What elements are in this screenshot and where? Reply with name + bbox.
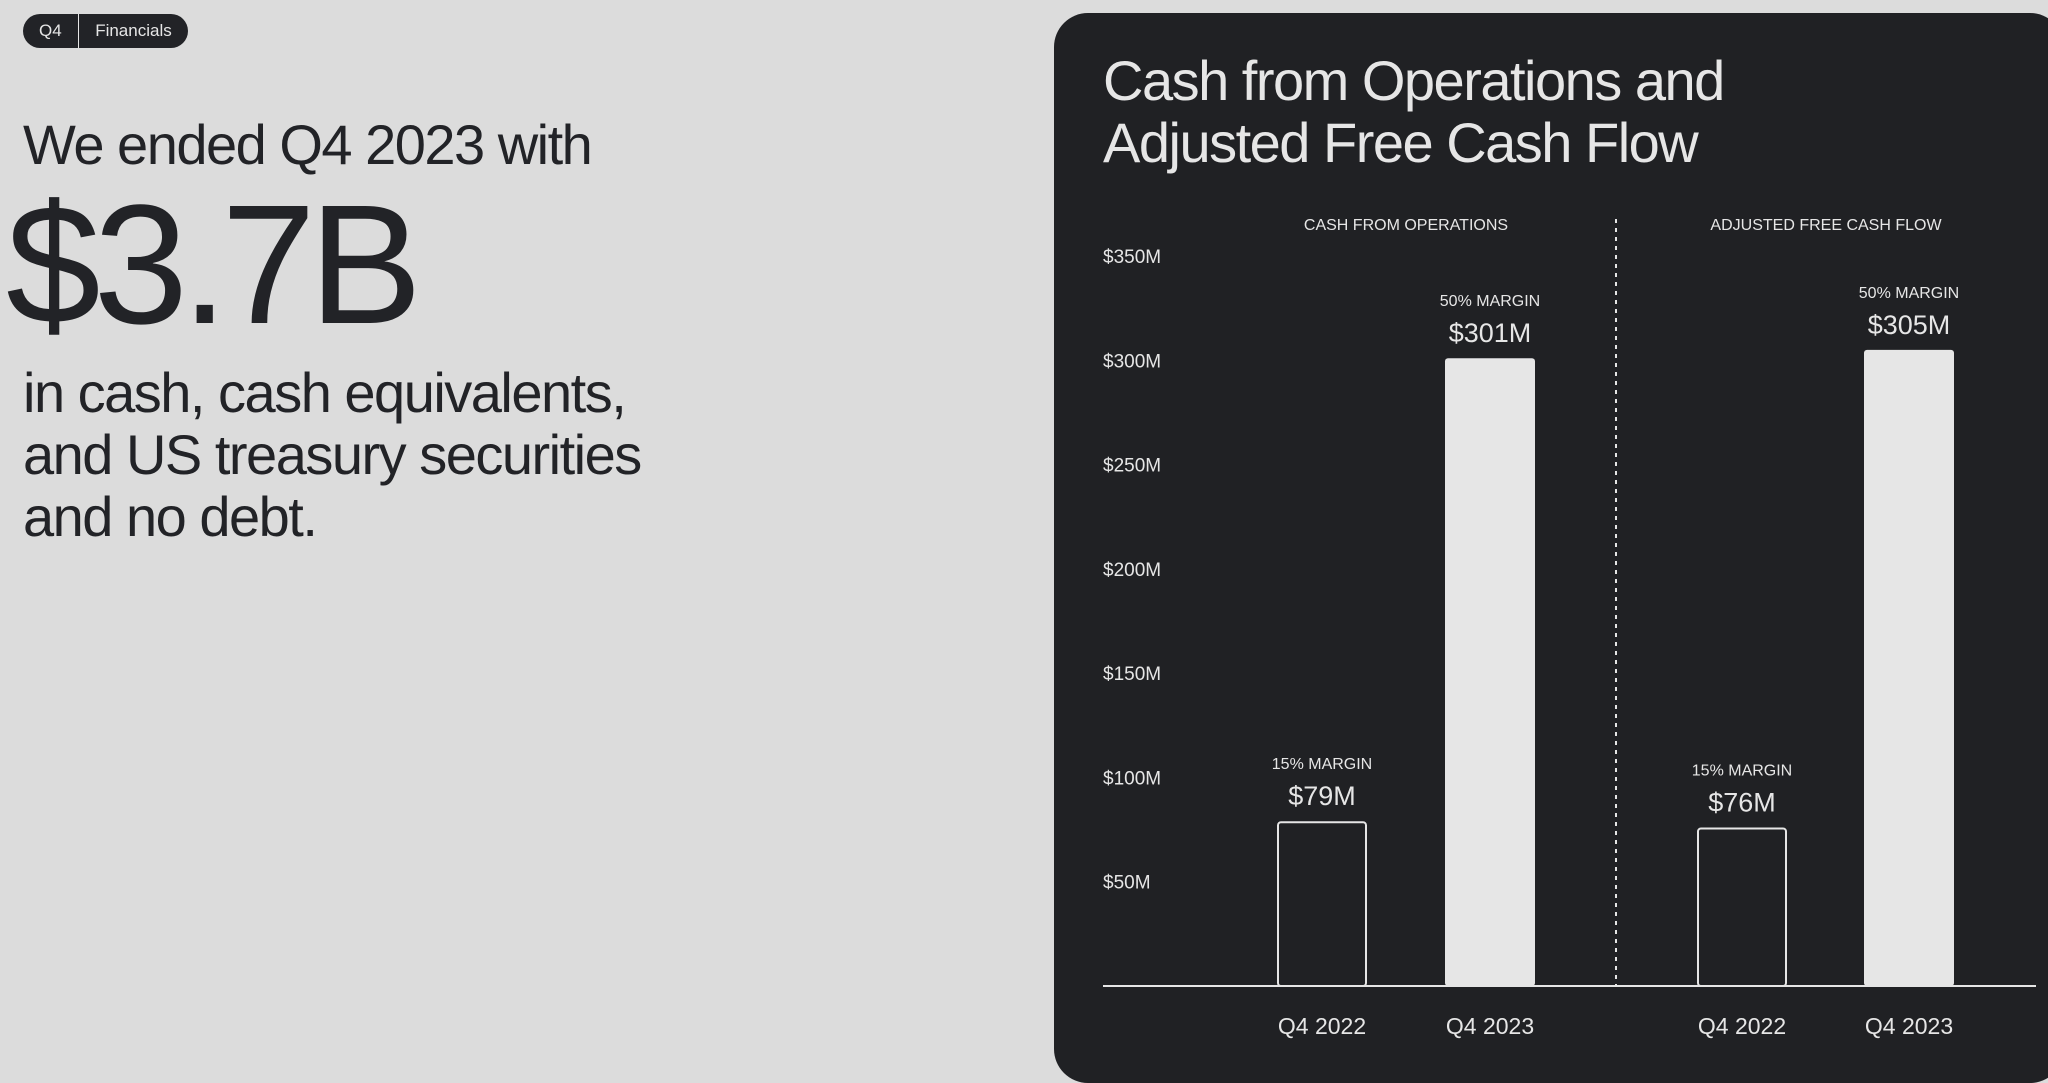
chart-title: Cash from Operations and Adjusted Free C… (1103, 49, 1725, 174)
bar-chart: $50M $100M $150M $200M $250M $300M $350M CASH F… (1103, 217, 2036, 1039)
y-tick-label: $350M (1103, 247, 1161, 268)
x-tick-label: Q4 2023 (1865, 1013, 1953, 1039)
y-tick-label: $150M (1103, 664, 1161, 685)
bar-margin-label: 15% MARGIN (1692, 762, 1792, 779)
group-header: CASH FROM OPERATIONS (1304, 217, 1508, 234)
bar-outline (1697, 827, 1787, 987)
bar-value-label: $301M (1449, 318, 1532, 348)
y-tick-label: $50M (1103, 873, 1151, 894)
y-tick-label: $100M (1103, 768, 1161, 789)
bar-value-label: $305M (1868, 310, 1951, 340)
section-tag: Q4 Financials (23, 14, 188, 48)
bar-value-label: $79M (1288, 781, 1356, 811)
headline-description: in cash, cash equivalents, and US treasu… (23, 361, 642, 548)
y-tick-label: $250M (1103, 456, 1161, 477)
bar-outline (1277, 821, 1367, 987)
y-tick-label: $300M (1103, 351, 1161, 372)
bar-margin-label: 50% MARGIN (1859, 285, 1959, 302)
x-tick-label: Q4 2022 (1698, 1013, 1786, 1039)
bar-value-label: $76M (1708, 787, 1776, 817)
group-header: ADJUSTED FREE CASH FLOW (1710, 217, 1942, 234)
headline-intro: We ended Q4 2023 with (23, 113, 593, 176)
x-tick-label: Q4 2023 (1446, 1013, 1534, 1039)
quarter-tag: Q4 (39, 21, 62, 40)
bar-margin-label: 50% MARGIN (1440, 293, 1540, 310)
bar-filled (1864, 349, 1954, 986)
headline-amount: $3.7B (6, 170, 422, 360)
bar-filled (1445, 358, 1535, 986)
tag-divider (77, 14, 80, 48)
y-tick-label: $200M (1103, 560, 1161, 581)
x-tick-label: Q4 2022 (1278, 1013, 1366, 1039)
bar-margin-label: 15% MARGIN (1272, 756, 1372, 773)
category-tag: Financials (95, 21, 172, 40)
